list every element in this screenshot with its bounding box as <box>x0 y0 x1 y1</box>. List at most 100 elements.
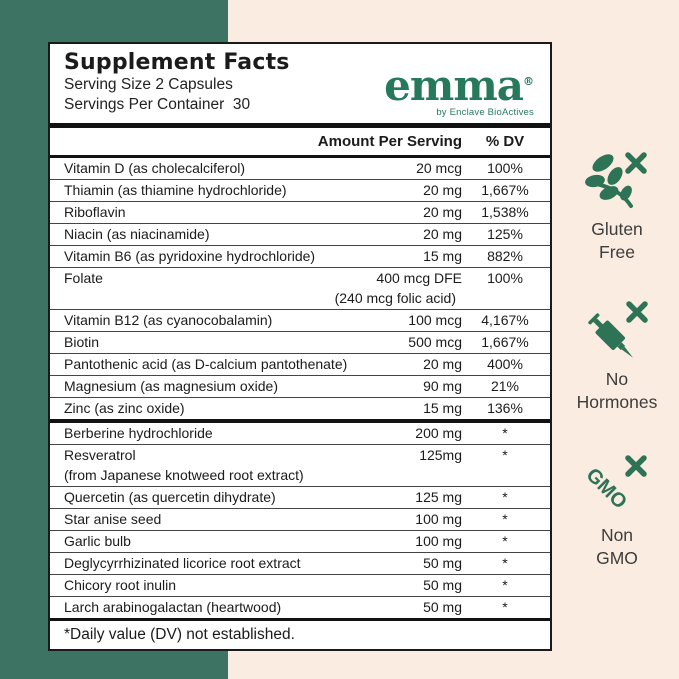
row-daily-value: 1,538% <box>481 204 529 220</box>
servings-per-container-text: Servings Per Container 30 <box>64 95 251 113</box>
row-ingredient-name: Larch arabinogalactan (heartwood) <box>64 599 282 615</box>
row-amount: 125 mg <box>415 489 462 505</box>
row-ingredient-name: Magnesium (as magnesium oxide) <box>64 378 278 394</box>
table-row: Vitamin B6 (as pyridoxine hydrochloride)… <box>50 245 550 267</box>
table-row: Biotin 500 mcg 1,667% <box>50 331 550 353</box>
supplement-facts-panel: Supplement Facts Serving Size 2 Capsules… <box>48 42 552 651</box>
dv-column-header: % DV <box>485 133 525 150</box>
row-ingredient-name: Niacin (as niacinamide) <box>64 226 210 242</box>
row-amount: 20 mg <box>423 182 462 198</box>
footnote-divider <box>50 618 550 621</box>
table-row: Zinc (as zinc oxide) 15 mg 136% <box>50 397 550 419</box>
row-amount: 500 mcg <box>408 334 462 350</box>
botanicals-section: Berberine hydrochloride 200 mg * Resveratro… <box>50 423 550 618</box>
row-daily-value: 100% <box>487 270 523 286</box>
table-row: Pantothenic acid (as D-calcium pantothen… <box>50 353 550 375</box>
non-gmo-badge: GMO Non GMO <box>585 448 649 570</box>
row-ingredient-name: Thiamin (as thiamine hydrochloride) <box>64 182 287 198</box>
row-amount: 50 mg <box>423 599 462 615</box>
badge-label-line: Gluten <box>591 219 643 239</box>
row-daily-value: 100% <box>487 160 523 176</box>
row-amount: 20 mg <box>423 204 462 220</box>
row-daily-value: * <box>502 533 508 549</box>
daily-value-footnote: *Daily value (DV) not established. <box>64 626 295 643</box>
row-daily-value: * <box>502 447 508 463</box>
supplement-facts-title: Supplement Facts <box>64 50 290 75</box>
column-header-divider <box>50 155 550 158</box>
claims-badge-rail: Gluten Free No Hormones GMO Non GMO <box>562 148 672 570</box>
row-daily-value: * <box>502 599 508 615</box>
badge-label-line: Non <box>600 525 634 545</box>
row-ingredient-name: Berberine hydrochloride <box>64 425 213 441</box>
badge-label-line: No <box>605 369 629 389</box>
row-daily-value: * <box>502 577 508 593</box>
serving-info-block: Supplement Facts Serving Size 2 Capsules… <box>64 51 290 118</box>
table-row: Vitamin D (as cholecalciferol) 20 mcg 100% <box>50 158 550 179</box>
svg-text:GMO: GMO <box>585 464 631 513</box>
row-daily-value: 882% <box>487 248 523 264</box>
row-ingredient-name: Garlic bulb <box>64 533 131 549</box>
table-row: Berberine hydrochloride 200 mg * <box>50 423 550 444</box>
non-gmo-label: Non GMO <box>596 524 638 570</box>
gluten-free-label: Gluten Free <box>591 218 643 264</box>
row-ingredient-name: Resveratrol <box>64 447 136 463</box>
row-daily-value: 21% <box>490 378 520 394</box>
table-row: Riboflavin 20 mg 1,538% <box>50 201 550 223</box>
row-ingredient-name: Zinc (as zinc oxide) <box>64 400 185 416</box>
row-ingredient-name: Quercetin (as quercetin dihydrate) <box>64 489 276 505</box>
row-daily-value: 136% <box>487 400 523 416</box>
row-amount: 100 mg <box>415 511 462 527</box>
table-row: Thiamin (as thiamine hydrochloride) 20 mg… <box>50 179 550 201</box>
no-hormones-syringe-cross-icon <box>588 301 648 358</box>
row-ingredient-name: Vitamin B12 (as cyanocobalamin) <box>64 312 273 328</box>
badge-label-line: Free <box>599 242 635 262</box>
row-amount-sub: (240 mcg folic acid) <box>334 290 456 306</box>
row-daily-value: 1,667% <box>481 182 529 198</box>
badge-label-line: Hormones <box>576 392 658 412</box>
row-amount: 125mg <box>419 447 462 463</box>
row-amount: 20 mg <box>423 226 462 242</box>
table-row: Deglycyrrhizinated licorice root extract… <box>50 552 550 574</box>
table-row: Vitamin B12 (as cyanocobalamin) 100 mcg 4,… <box>50 309 550 331</box>
table-row: Larch arabinogalactan (heartwood) 50 mg * <box>50 596 550 618</box>
row-amount: 20 mcg <box>416 160 462 176</box>
brand-wordmark: emma <box>384 61 524 110</box>
amount-column-header: Amount Per Serving <box>317 133 462 150</box>
row-daily-value: * <box>502 511 508 527</box>
row-ingredient-name: Biotin <box>64 334 100 350</box>
row-ingredient-name: Pantothenic acid (as D-calcium pantothen… <box>64 356 348 372</box>
row-ingredient-name: Folate <box>64 270 103 286</box>
row-daily-value: 4,167% <box>481 312 529 328</box>
table-row: Resveratrol 125mg * (from Japanese knotweed… <box>50 444 550 486</box>
non-gmo-cross-icon: GMO <box>585 455 647 513</box>
no-hormones-label: No Hormones <box>577 368 658 414</box>
section-divider <box>50 419 550 423</box>
row-daily-value: 400% <box>487 356 523 372</box>
row-daily-value: * <box>502 555 508 571</box>
row-amount: 50 mg <box>423 577 462 593</box>
row-amount: 200 mg <box>415 425 462 441</box>
row-ingredient-source-sub: (from Japanese knotweed root extract) <box>64 467 304 483</box>
badge-label-line: GMO <box>596 548 638 568</box>
row-ingredient-name: Chicory root inulin <box>64 577 177 593</box>
row-amount: 15 mg <box>423 400 462 416</box>
row-daily-value: * <box>502 425 508 441</box>
registered-trademark-symbol: ® <box>523 75 534 88</box>
row-amount: 15 mg <box>423 248 462 264</box>
row-amount: 90 mg <box>423 378 462 394</box>
no-hormones-badge: No Hormones <box>577 298 658 414</box>
row-ingredient-name: Vitamin B6 (as pyridoxine hydrochloride) <box>64 248 316 264</box>
row-amount: 400 mcg DFE <box>376 270 462 286</box>
row-daily-value: 125% <box>487 226 523 242</box>
serving-size-text: Serving Size 2 Capsules <box>64 76 233 93</box>
gluten-free-leaf-cross-icon <box>585 152 647 208</box>
brand-block: emma® by Enclave BioActives <box>384 61 536 119</box>
header-divider <box>50 123 550 128</box>
row-daily-value: * <box>502 489 508 505</box>
table-row: Niacin (as niacinamide) 20 mg 125% <box>50 223 550 245</box>
table-row: Quercetin (as quercetin dihydrate) 125 mg… <box>50 486 550 508</box>
row-ingredient-name: Deglycyrrhizinated licorice root extract <box>64 555 301 571</box>
brand-tagline: by Enclave BioActives <box>436 107 534 118</box>
gluten-free-badge: Gluten Free <box>585 148 649 264</box>
row-ingredient-name: Vitamin D (as cholecalciferol) <box>64 160 246 176</box>
